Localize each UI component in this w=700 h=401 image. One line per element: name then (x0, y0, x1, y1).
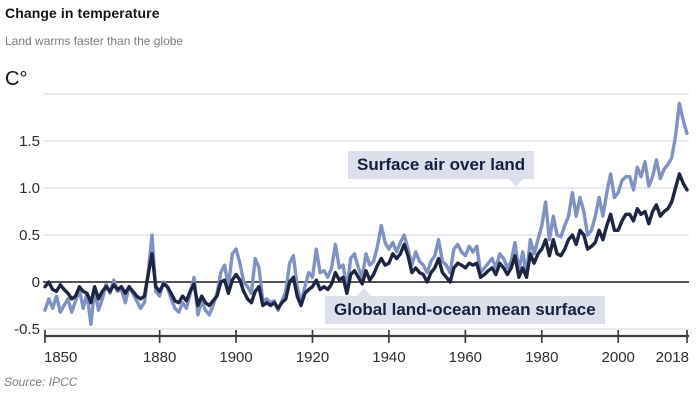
x-tick-label: 2018 (656, 349, 689, 366)
label-pointer-up (356, 288, 372, 297)
chart-subtitle: Land warms faster than the globe (5, 34, 184, 48)
x-tick-label: 1940 (372, 349, 405, 366)
y-tick-label: 0 (32, 274, 40, 291)
y-tick-label: -0.5 (14, 321, 40, 338)
label-pointer-down (508, 178, 525, 187)
x-tick-label: 1960 (449, 349, 482, 366)
series-label-global-text: Global land-ocean mean surface (334, 300, 596, 319)
source-credit: Source: IPCC (4, 375, 78, 389)
x-tick-label: 1980 (525, 349, 558, 366)
chart-title: Change in temperature (5, 5, 160, 21)
x-tick-label: 1880 (143, 349, 176, 366)
y-axis-unit-label: C° (5, 68, 28, 90)
y-tick-label: 1.5 (19, 133, 40, 150)
land-series-line (43, 101, 689, 326)
series-label-land-text: Surface air over land (357, 155, 526, 174)
series-label-global-land-ocean: Global land-ocean mean surface (325, 288, 605, 324)
series-label-surface-air-over-land: Surface air over land (348, 151, 535, 187)
x-tick-label: 1850 (44, 349, 77, 366)
y-tick-label: 1.0 (19, 180, 40, 197)
x-tick-label: 1900 (219, 349, 252, 366)
x-tick-label: 1920 (296, 349, 329, 366)
y-tick-label: 0.5 (19, 227, 40, 244)
global-series-line (43, 172, 689, 310)
x-tick-label: 2000 (602, 349, 635, 366)
